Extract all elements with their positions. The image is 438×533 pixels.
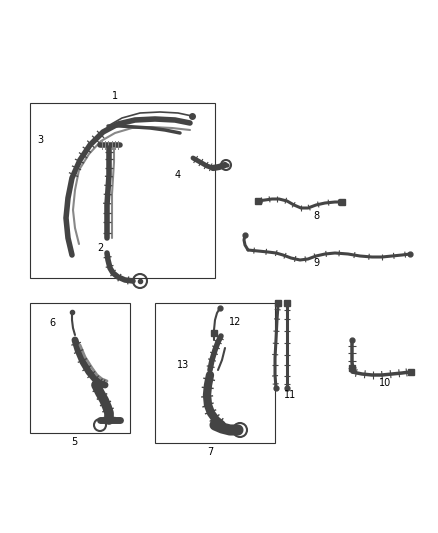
Text: 6: 6 — [49, 318, 55, 328]
Text: 11: 11 — [284, 390, 296, 400]
Text: 7: 7 — [207, 447, 213, 457]
Text: 13: 13 — [177, 360, 189, 370]
Text: 10: 10 — [379, 378, 391, 388]
Text: 2: 2 — [97, 243, 103, 253]
Bar — [30, 103, 215, 278]
Text: 4: 4 — [175, 170, 181, 180]
Text: 12: 12 — [229, 317, 241, 327]
Text: 3: 3 — [37, 135, 43, 145]
Text: 9: 9 — [313, 258, 319, 268]
Bar — [155, 303, 275, 443]
Text: 5: 5 — [71, 437, 77, 447]
Bar — [30, 303, 130, 433]
Text: 8: 8 — [313, 211, 319, 221]
Text: 1: 1 — [112, 91, 118, 101]
